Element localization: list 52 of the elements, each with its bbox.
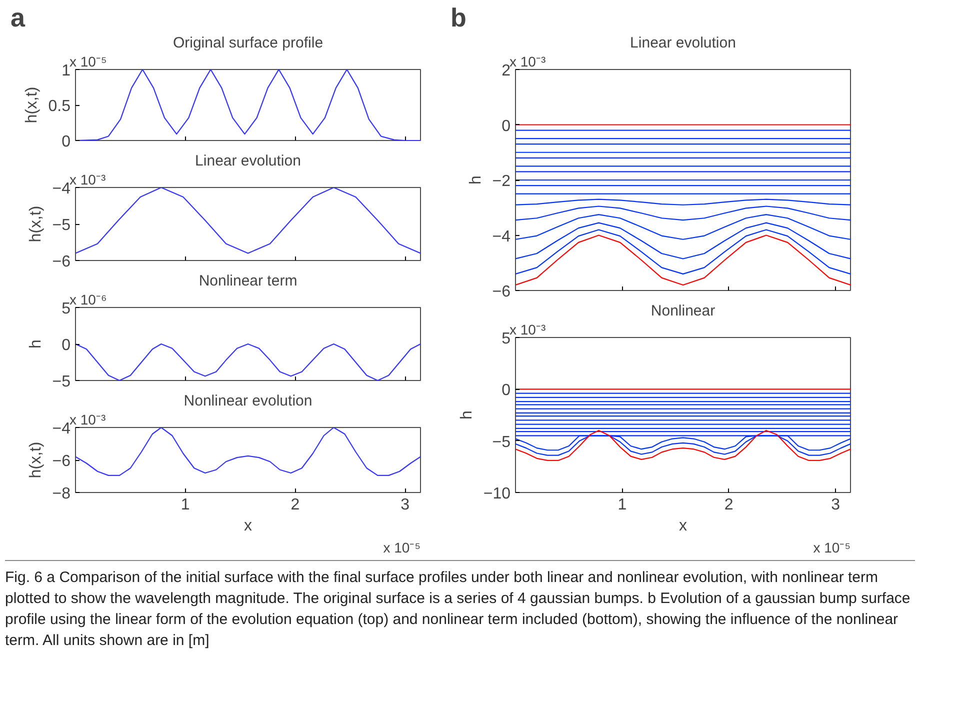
y-tick-label: −4 xyxy=(52,420,71,438)
x-tick-label: 3 xyxy=(400,496,410,514)
x-tick-label: 1 xyxy=(618,496,627,514)
y-tick-label: −5 xyxy=(52,217,71,234)
x-tick-label: 1 xyxy=(180,496,190,514)
y-tick-label: −5 xyxy=(52,374,71,390)
chart-title: Nonlinear evolution xyxy=(184,392,312,410)
y-tick-label: 2 xyxy=(502,62,511,80)
text: x 10⁻³ xyxy=(510,322,546,338)
caption: Fig. 6 a Comparison of the initial surface with the final surface profiles under both linear and nonlinear evolution, with nonlinear term plotted to show the wavelength magnitude. The original surface is a series of 4 gaussian bumps. b Evolution of a gaussian bump surface profile using the linear form of the evolution equation (top) and nonlinear term included (bottom), showing the influence of the nonlinear term. All units shown are in [m] xyxy=(5,560,915,651)
chart-title: Linear evolution xyxy=(195,152,301,170)
text: x 10⁻⁵ xyxy=(813,540,850,556)
x-tick-label: 2 xyxy=(290,496,300,514)
text: x 10⁻⁵ xyxy=(383,540,420,556)
text: x 10⁻³ xyxy=(70,412,106,428)
y-tick-label: −6 xyxy=(492,284,511,300)
x-axis-title: x xyxy=(679,518,687,534)
y-tick-label: −4 xyxy=(52,180,71,198)
text: x 10⁻⁵ xyxy=(70,54,107,70)
y-tick-label: 0.5 xyxy=(48,98,71,115)
y-tick-label: −6 xyxy=(52,453,71,470)
y-tick-label: −2 xyxy=(492,173,511,190)
y-axis-title: h(x,t) xyxy=(27,206,44,242)
y-tick-label: −8 xyxy=(52,486,71,502)
chart-title: Original surface profile xyxy=(172,34,324,52)
chart-title: Linear evolution xyxy=(630,34,736,52)
x-tick-label: 3 xyxy=(831,496,840,514)
y-tick-label: −10 xyxy=(483,486,511,502)
x-axis-title: x xyxy=(244,518,252,534)
text: x 10⁻³ xyxy=(70,172,106,188)
y-axis-title: h xyxy=(27,340,44,348)
text: b xyxy=(450,2,466,32)
y-tick-label: −6 xyxy=(52,254,71,270)
y-tick-label: 1 xyxy=(62,62,71,80)
y-axis-title: h xyxy=(458,410,476,420)
y-axis-title: h xyxy=(467,176,484,184)
annotation: x 10⁻³ xyxy=(510,54,546,70)
y-tick-label: 5 xyxy=(502,330,511,348)
text: a xyxy=(10,2,26,32)
chart-title: Nonlinear term xyxy=(198,272,298,290)
chart-title: Nonlinear xyxy=(650,302,716,320)
y-tick-label: 0 xyxy=(62,337,71,354)
y-tick-label: 5 xyxy=(62,300,71,318)
text: x 10⁻⁶ xyxy=(70,292,107,308)
y-tick-label: −4 xyxy=(492,228,511,246)
y-tick-label: 0 xyxy=(502,382,511,400)
y-tick-label: −5 xyxy=(492,434,511,451)
x-tick-label: 2 xyxy=(724,496,734,514)
y-tick-label: 0 xyxy=(62,134,71,150)
y-axis-title: h(x,t) xyxy=(27,442,44,478)
y-axis-title: h(x,t) xyxy=(23,86,40,124)
y-tick-label: 0 xyxy=(502,118,511,135)
